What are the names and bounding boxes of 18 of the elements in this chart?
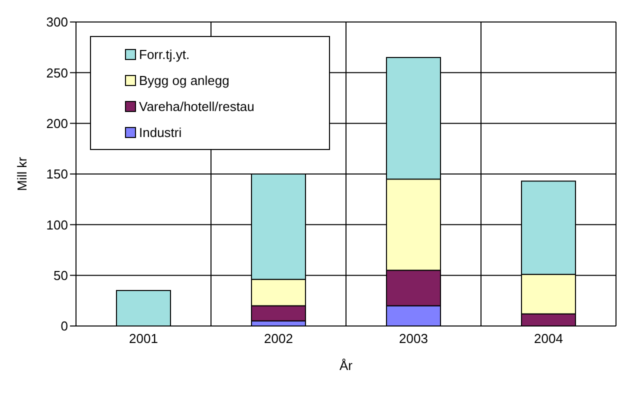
- y-tick-label: 200: [46, 116, 68, 131]
- legend-label: Industri: [138, 124, 183, 142]
- legend-label: Forr.tj.yt.: [138, 46, 191, 64]
- x-tick-label: 2001: [129, 331, 158, 346]
- y-tick-label: 300: [46, 14, 68, 30]
- legend-label: Bygg og anlegg: [138, 72, 230, 90]
- y-tick-label: 250: [46, 65, 68, 80]
- x-tick-label: 2003: [399, 331, 428, 346]
- bar: [116, 290, 171, 326]
- x-axis-title: År: [340, 358, 354, 373]
- x-tick-label: 2002: [264, 331, 293, 346]
- y-axis-title: Mill kr: [14, 156, 30, 191]
- legend-label: Vareha/hotell/restau: [138, 98, 256, 116]
- y-tick-label: 100: [46, 217, 68, 232]
- y-tick-label: 0: [60, 318, 68, 334]
- y-tick-label: 150: [46, 166, 68, 182]
- x-tick-label: 2004: [534, 331, 563, 346]
- y-tick-label: 50: [54, 268, 68, 283]
